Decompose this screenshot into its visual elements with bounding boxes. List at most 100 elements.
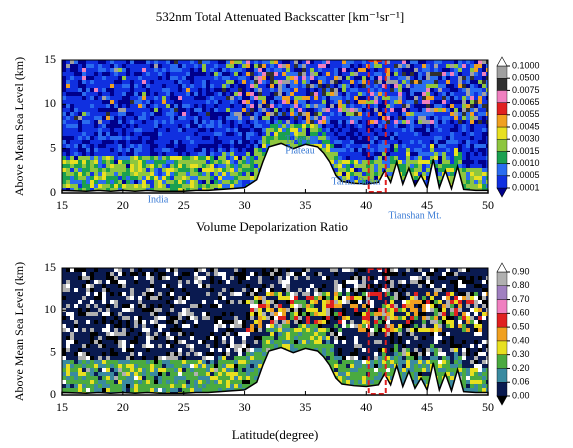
heatmap-cell [210,128,214,132]
heatmap-cell [202,128,206,132]
heatmap-cell [434,108,438,112]
heatmap-cell [210,344,214,348]
heatmap-cell [126,344,130,348]
heatmap-cell [102,100,106,104]
heatmap-cell [266,96,270,100]
heatmap-cell [66,176,70,180]
heatmap-cell [202,352,206,356]
heatmap-cell [190,336,194,340]
heatmap-cell [106,152,110,156]
heatmap-cell [210,356,214,360]
heatmap-cell [298,60,302,64]
heatmap-cell [90,112,94,116]
heatmap-cell [430,96,434,100]
heatmap-cell [226,76,230,80]
heatmap-cell [458,76,462,80]
heatmap-cell [190,376,194,380]
heatmap-cell [114,132,118,136]
heatmap-cell [438,156,442,160]
heatmap-cell [390,64,394,68]
heatmap-cell [102,76,106,80]
heatmap-cell [138,136,142,140]
heatmap-cell [466,72,470,76]
heatmap-cell [190,276,194,280]
heatmap-cell [190,296,194,300]
heatmap-cell [142,360,146,364]
heatmap-cell [62,312,66,316]
heatmap-cell [194,296,198,300]
heatmap-cell [218,292,222,296]
heatmap-cell [266,136,270,140]
heatmap-cell [470,152,474,156]
heatmap-cell [406,144,410,148]
heatmap-cell [62,336,66,340]
heatmap-cell [334,72,338,76]
heatmap-cell [62,92,66,96]
heatmap-cell [114,284,118,288]
heatmap-cell [474,112,478,116]
heatmap-cell [310,120,314,124]
heatmap-cell [186,288,190,292]
heatmap-cell [162,164,166,168]
heatmap-cell [78,148,82,152]
heatmap-cell [418,64,422,68]
heatmap-cell [218,284,222,288]
heatmap-cell [194,152,198,156]
heatmap-cell [350,92,354,96]
heatmap-cell [258,104,262,108]
heatmap-cell [390,128,394,132]
heatmap-cell [254,76,258,80]
heatmap-cell [410,60,414,64]
heatmap-cell [378,148,382,152]
heatmap-cell [214,316,218,320]
heatmap-cell [94,284,98,288]
heatmap-cell [310,88,314,92]
heatmap-cell [218,140,222,144]
heatmap-cell [210,108,214,112]
heatmap-cell [222,292,226,296]
heatmap-cell [98,364,102,368]
heatmap-cell [282,64,286,68]
heatmap-cell [86,96,90,100]
heatmap-cell [70,76,74,80]
heatmap-cell [130,320,134,324]
heatmap-cell [350,144,354,148]
heatmap-cell [86,76,90,80]
heatmap-cell [70,292,74,296]
heatmap-cell [186,84,190,88]
heatmap-cell [342,128,346,132]
heatmap-cell [62,84,66,88]
heatmap-cell [154,112,158,116]
heatmap-cell [390,92,394,96]
heatmap-cell [254,104,258,108]
heatmap-cell [194,80,198,84]
heatmap-cell [98,144,102,148]
heatmap-cell [362,132,366,136]
heatmap-cell [218,312,222,316]
heatmap-cell [66,148,70,152]
heatmap-cell [126,116,130,120]
heatmap-cell [74,292,78,296]
heatmap-cell [74,352,78,356]
heatmap-cell [170,332,174,336]
heatmap-cell [82,160,86,164]
heatmap-cell [66,384,70,388]
heatmap-cell [86,84,90,88]
heatmap-cell [66,300,70,304]
heatmap-cell [358,96,362,100]
heatmap-cell [358,116,362,120]
heatmap-cell [94,80,98,84]
heatmap-cell [326,136,330,140]
heatmap-cell [86,180,90,184]
heatmap-cell [154,324,158,328]
heatmap-cell [206,132,210,136]
heatmap-cell [138,372,142,376]
heatmap-cell [62,76,66,80]
heatmap-cell [78,180,82,184]
heatmap-cell [62,300,66,304]
heatmap-cell [206,144,210,148]
heatmap-cell [66,284,70,288]
heatmap-cell [422,112,426,116]
heatmap-cell [94,160,98,164]
heatmap-cell [322,96,326,100]
